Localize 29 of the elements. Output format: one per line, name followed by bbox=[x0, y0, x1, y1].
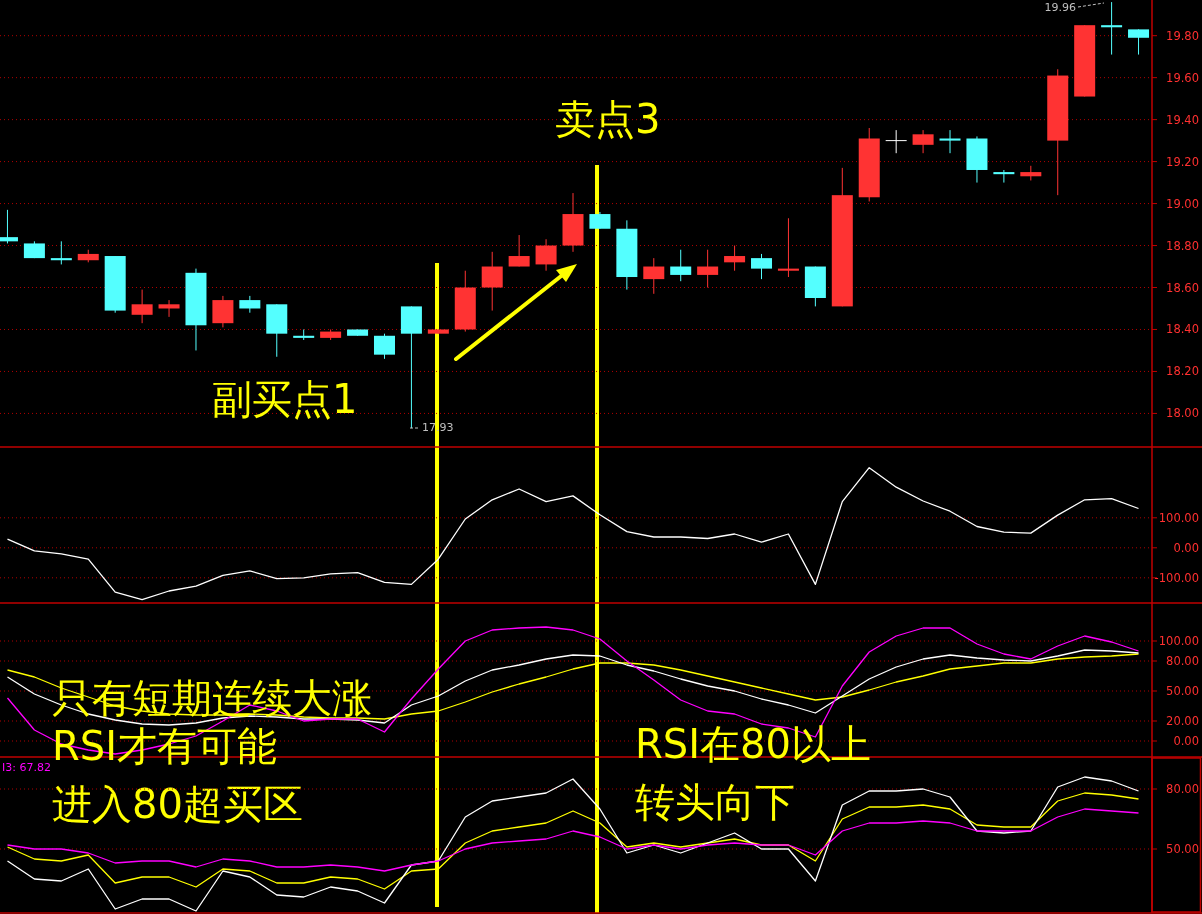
y-tick-label: 18.20 bbox=[1166, 364, 1199, 379]
y-tick-label: 18.80 bbox=[1166, 238, 1199, 253]
y-tick-label: 0.00 bbox=[1173, 540, 1199, 555]
y-tick-label: 18.60 bbox=[1166, 280, 1199, 295]
y-tick-label: 100.00 bbox=[1158, 634, 1199, 648]
line-series bbox=[6, 467, 1140, 601]
annotation: 进入80超买区 bbox=[52, 781, 303, 827]
annotation: 转头向下 bbox=[635, 779, 795, 825]
y-tick-label: 80.00 bbox=[1166, 654, 1199, 668]
y-tick-label: 100.00 bbox=[1158, 510, 1199, 525]
y-tick-label: 18.00 bbox=[1166, 406, 1199, 421]
annotation: 副买点1 bbox=[212, 376, 358, 422]
y-tick-label: 19.20 bbox=[1166, 154, 1199, 169]
annotation: I3: 67.82 bbox=[2, 761, 51, 774]
y-tick-label: 19.40 bbox=[1166, 112, 1199, 127]
y-tick-label: 80.00 bbox=[1166, 782, 1199, 796]
y-tick-label: 0.00 bbox=[1173, 734, 1199, 748]
y-tick-label: 19.80 bbox=[1166, 28, 1199, 43]
line-series bbox=[6, 776, 1140, 912]
y-tick-label: 19.00 bbox=[1166, 196, 1199, 211]
y-tick-label: 19.60 bbox=[1166, 70, 1199, 85]
annotation: 19.96 bbox=[1044, 1, 1076, 14]
y-tick-label: 50.00 bbox=[1166, 842, 1199, 856]
y-tick-label: 50.00 bbox=[1166, 684, 1199, 698]
y-tick-label: 18.40 bbox=[1166, 322, 1199, 337]
y-tick-label: -100.00 bbox=[1154, 570, 1199, 585]
annotation: RSI在80以上 bbox=[635, 721, 871, 767]
y-tick-label: 20.00 bbox=[1166, 714, 1199, 728]
annotation: 卖点3 bbox=[555, 96, 661, 142]
